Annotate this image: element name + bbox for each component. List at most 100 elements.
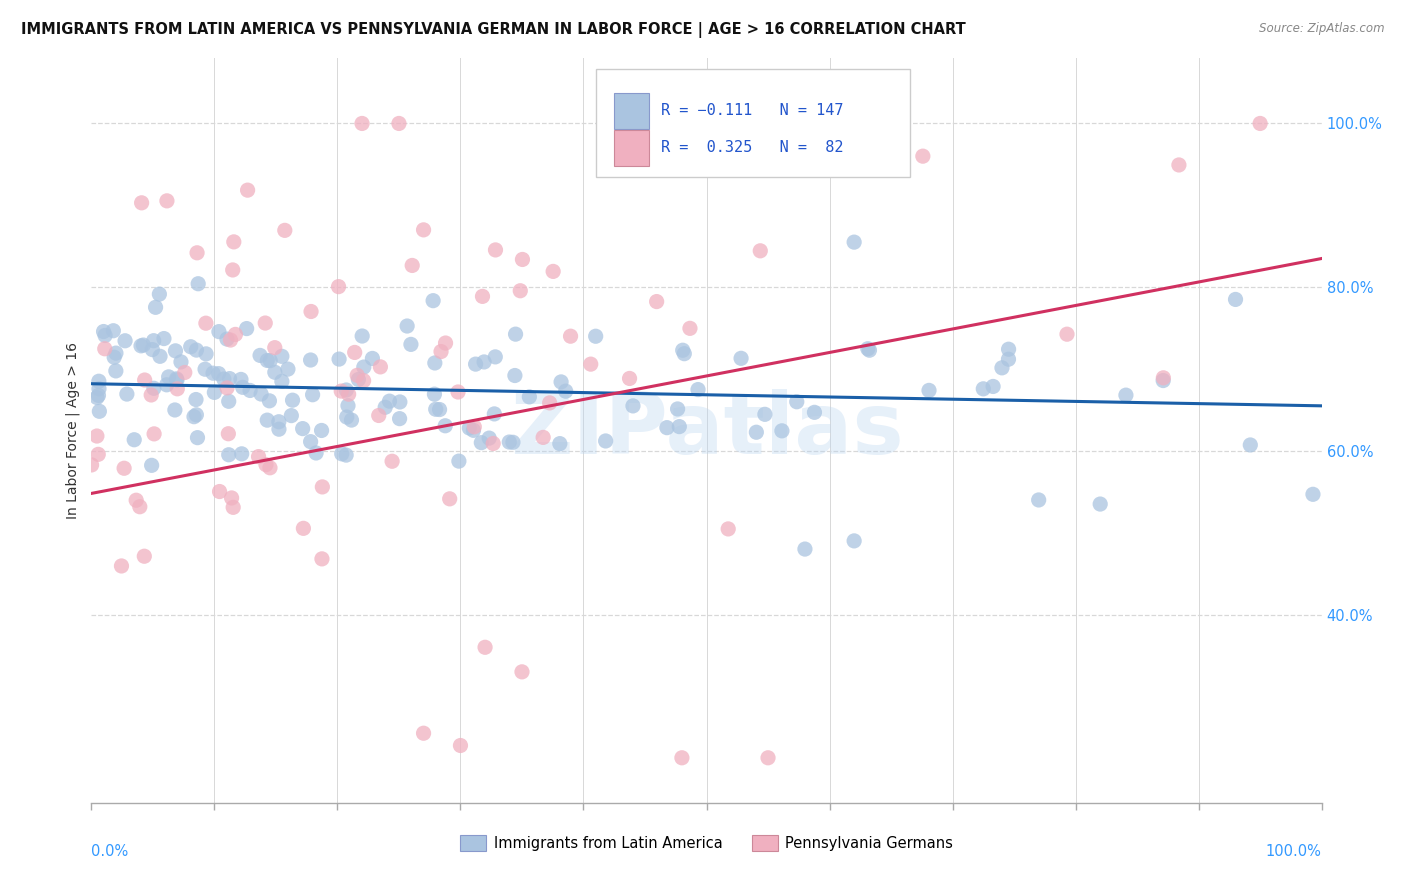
Point — [463, 423, 485, 437]
Point — [166, 372, 188, 386]
Point — [509, 284, 531, 298]
Point — [110, 558, 132, 573]
Point — [145, 301, 167, 315]
Point — [141, 458, 163, 473]
Point — [655, 420, 678, 434]
Point — [231, 447, 253, 461]
Point — [103, 350, 125, 364]
Point — [1152, 374, 1174, 388]
Point — [668, 419, 690, 434]
Point — [292, 521, 315, 535]
Point — [756, 751, 779, 765]
Point — [149, 349, 172, 363]
Point — [194, 316, 217, 330]
Point — [560, 329, 582, 343]
Point — [87, 382, 110, 396]
Point — [222, 263, 245, 277]
Point — [239, 384, 262, 398]
Point — [1056, 327, 1078, 342]
Point — [270, 349, 292, 363]
Point — [132, 338, 155, 352]
Point — [519, 390, 541, 404]
Point — [1028, 492, 1050, 507]
Point — [134, 373, 156, 387]
Point — [803, 405, 825, 419]
Point — [449, 739, 471, 753]
Point — [232, 380, 254, 394]
Point — [235, 321, 257, 335]
Point — [202, 385, 225, 400]
Point — [163, 403, 186, 417]
Point — [267, 422, 290, 436]
Point — [472, 355, 495, 369]
Point — [301, 388, 323, 402]
Point — [842, 533, 865, 548]
Point — [621, 399, 644, 413]
Point — [439, 491, 461, 506]
Point — [595, 434, 617, 448]
Point — [274, 223, 297, 237]
Point — [399, 337, 422, 351]
Point — [474, 640, 496, 655]
Point — [217, 426, 239, 441]
Point — [263, 341, 285, 355]
Point — [80, 458, 103, 472]
Point — [254, 458, 277, 472]
Point — [554, 384, 576, 399]
Point — [482, 436, 505, 450]
Point — [498, 435, 520, 450]
Point — [222, 235, 245, 249]
Point — [471, 289, 494, 303]
Point — [434, 418, 457, 433]
Point — [484, 350, 506, 364]
Point — [335, 383, 357, 397]
Point — [388, 116, 411, 130]
Point — [156, 377, 179, 392]
Point — [166, 382, 188, 396]
Point — [531, 430, 554, 444]
Point — [186, 245, 208, 260]
Point — [412, 223, 434, 237]
Point — [94, 342, 117, 356]
Point — [679, 321, 702, 335]
Point — [157, 370, 180, 384]
Point — [346, 368, 368, 383]
Point — [125, 493, 148, 508]
Point — [337, 399, 360, 413]
Point — [263, 365, 285, 379]
Text: 100.0%: 100.0% — [1265, 844, 1322, 859]
Point — [165, 343, 187, 358]
Point — [208, 367, 231, 381]
Point — [153, 332, 176, 346]
Point — [170, 355, 193, 369]
FancyBboxPatch shape — [596, 70, 910, 178]
Point — [730, 351, 752, 366]
Point — [347, 372, 370, 386]
Point — [148, 287, 170, 301]
Point — [89, 404, 111, 418]
Point — [510, 665, 533, 679]
Point — [218, 448, 240, 462]
Point — [1302, 487, 1324, 501]
Point — [352, 116, 374, 130]
Point — [858, 343, 880, 358]
Point — [512, 252, 534, 267]
Point — [458, 421, 481, 435]
Point — [291, 422, 314, 436]
Point — [997, 352, 1019, 367]
Point — [122, 433, 145, 447]
Point — [259, 460, 281, 475]
Point — [156, 194, 179, 208]
Point — [311, 480, 333, 494]
Point — [87, 388, 110, 402]
Point — [548, 436, 571, 450]
Text: Source: ZipAtlas.com: Source: ZipAtlas.com — [1260, 22, 1385, 36]
Y-axis label: In Labor Force | Age > 16: In Labor Force | Age > 16 — [66, 342, 80, 519]
Point — [1225, 293, 1247, 307]
Point — [267, 415, 290, 429]
Point — [305, 446, 328, 460]
Point — [142, 381, 165, 395]
Point — [186, 431, 208, 445]
Point — [717, 522, 740, 536]
Point — [166, 373, 188, 387]
